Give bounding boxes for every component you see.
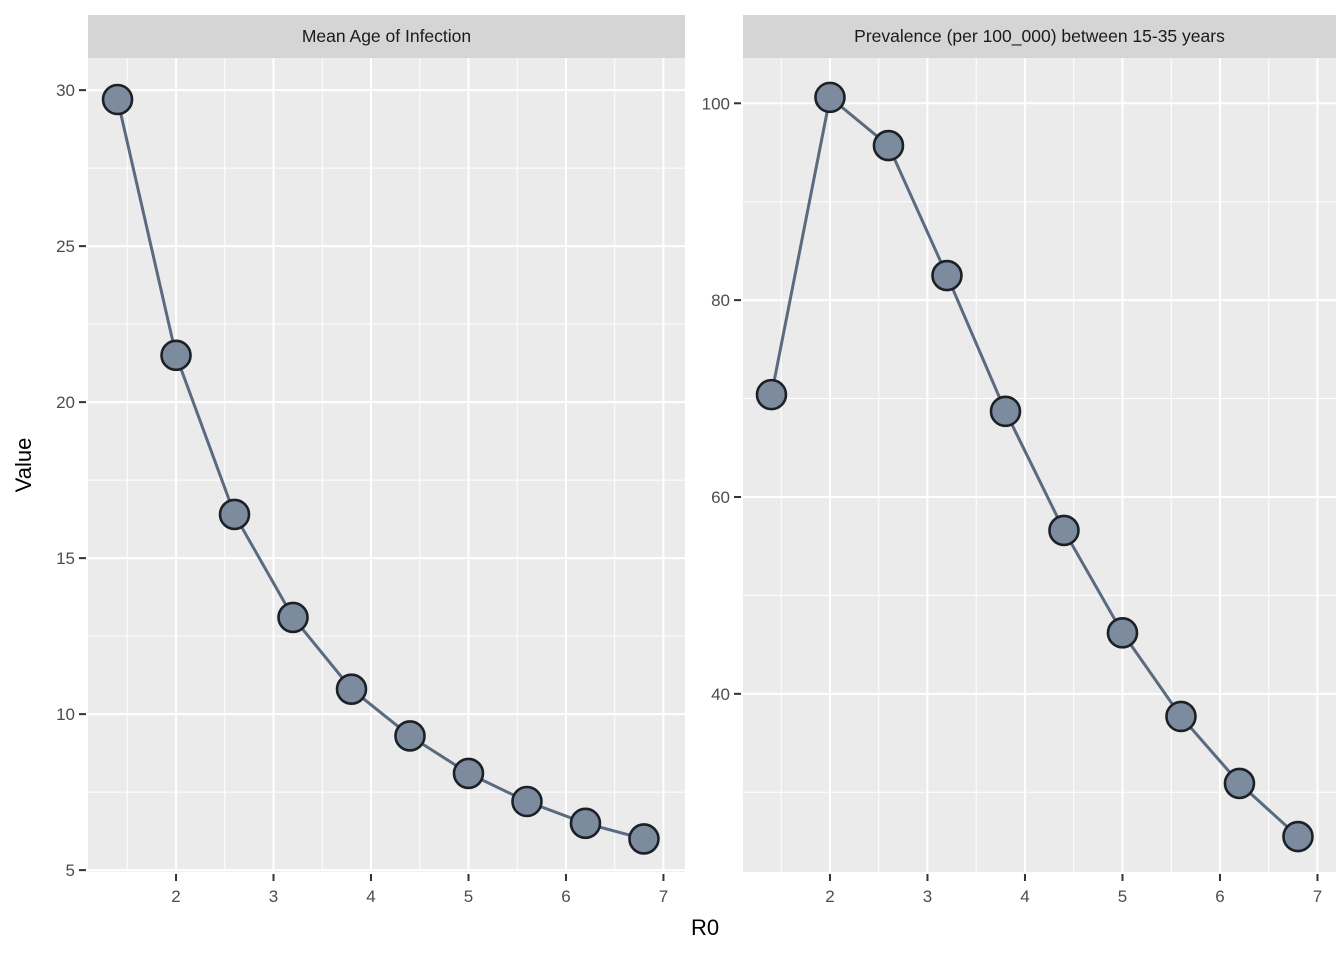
x-tick-label: 5 (464, 887, 473, 906)
facet-title-mean-age: Mean Age of Infection (301, 26, 472, 46)
data-point (931, 259, 963, 292)
y-tick-label: 80 (711, 291, 730, 310)
y-tick-label: 40 (711, 685, 730, 704)
data-point (101, 83, 134, 116)
data-point (872, 129, 905, 162)
y-tick-label: 20 (56, 393, 75, 412)
x-tick-label: 3 (269, 887, 278, 906)
data-point (1282, 820, 1314, 853)
data-point (511, 785, 543, 818)
y-tick-label: 60 (711, 488, 730, 507)
facet-strip-prevalence: Prevalence (per 100_000) between 15-35 y… (743, 15, 1336, 58)
x-tick-label: 2 (171, 887, 180, 906)
data-point (1048, 514, 1080, 547)
y-tick-label: 30 (56, 81, 75, 100)
facet-title-prevalence: Prevalence (per 100_000) between 15-35 y… (854, 26, 1225, 46)
x-tick-label: 2 (825, 887, 834, 906)
x-axis-title: R0 (690, 915, 720, 940)
facet-strip-mean-age: Mean Age of Infection (88, 15, 685, 58)
x-tick-label: 5 (1118, 887, 1127, 906)
data-line (116, 97, 646, 841)
x-tick-label: 3 (923, 887, 932, 906)
data-point (628, 823, 660, 855)
x-tick-label: 7 (1313, 887, 1322, 906)
x-tick-label: 4 (1020, 887, 1029, 906)
data-point (814, 81, 846, 114)
data-point (1223, 767, 1256, 800)
data-point (1165, 700, 1197, 733)
y-tick-label: 15 (56, 549, 75, 568)
y-tick-label: 10 (56, 705, 75, 724)
x-tick-label: 6 (1215, 887, 1224, 906)
data-point (218, 498, 251, 531)
data-point (277, 601, 309, 634)
x-tick-label: 4 (366, 887, 375, 906)
data-point (1106, 617, 1139, 649)
x-tick-label: 6 (561, 887, 570, 906)
data-point (452, 757, 485, 790)
panel-background (88, 58, 685, 872)
data-line (769, 95, 1300, 839)
data-point (160, 339, 192, 372)
data-point (335, 673, 368, 705)
data-point (989, 395, 1022, 428)
y-tick-label: 100 (702, 94, 730, 113)
x-tick-label: 7 (659, 887, 668, 906)
panel-background (743, 58, 1336, 872)
y-tick-label: 5 (66, 861, 75, 880)
data-point (394, 720, 426, 752)
data-point (755, 378, 788, 411)
y-tick-label: 25 (56, 237, 75, 256)
y-axis-title: Value (11, 437, 36, 493)
data-point (569, 807, 602, 840)
